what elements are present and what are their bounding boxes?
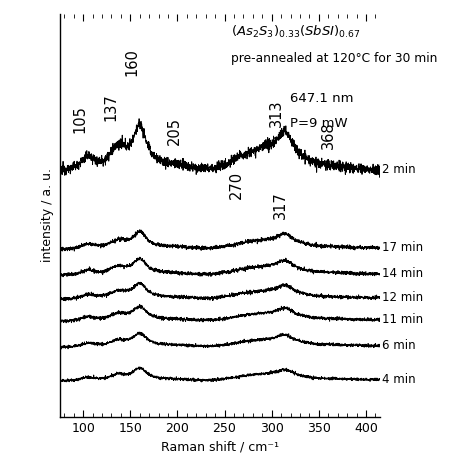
- Text: 4 min: 4 min: [382, 373, 416, 386]
- Text: 2 min: 2 min: [382, 164, 416, 176]
- Text: 270: 270: [229, 171, 243, 199]
- Text: 160: 160: [125, 48, 140, 76]
- Text: 368: 368: [321, 122, 336, 149]
- Text: 205: 205: [167, 117, 182, 146]
- Text: 11 min: 11 min: [382, 313, 423, 326]
- Text: P=9 mW: P=9 mW: [290, 116, 348, 130]
- Text: 313: 313: [269, 100, 284, 127]
- Text: 14 min: 14 min: [382, 267, 423, 280]
- Text: 647.1 nm: 647.1 nm: [290, 93, 354, 105]
- Y-axis label: intensity / a. u.: intensity / a. u.: [41, 168, 54, 262]
- Text: 12 min: 12 min: [382, 291, 423, 304]
- Text: 137: 137: [103, 93, 118, 121]
- X-axis label: Raman shift / cm⁻¹: Raman shift / cm⁻¹: [161, 440, 279, 453]
- Text: 17 min: 17 min: [382, 241, 423, 254]
- Text: 317: 317: [273, 191, 288, 219]
- Text: 105: 105: [73, 105, 88, 133]
- Text: pre-annealed at 120°C for 30 min: pre-annealed at 120°C for 30 min: [231, 52, 437, 65]
- Text: $(As_2S_3)_{0.33}(SbSI)_{0.67}$: $(As_2S_3)_{0.33}(SbSI)_{0.67}$: [231, 24, 361, 40]
- Text: 6 min: 6 min: [382, 339, 416, 352]
